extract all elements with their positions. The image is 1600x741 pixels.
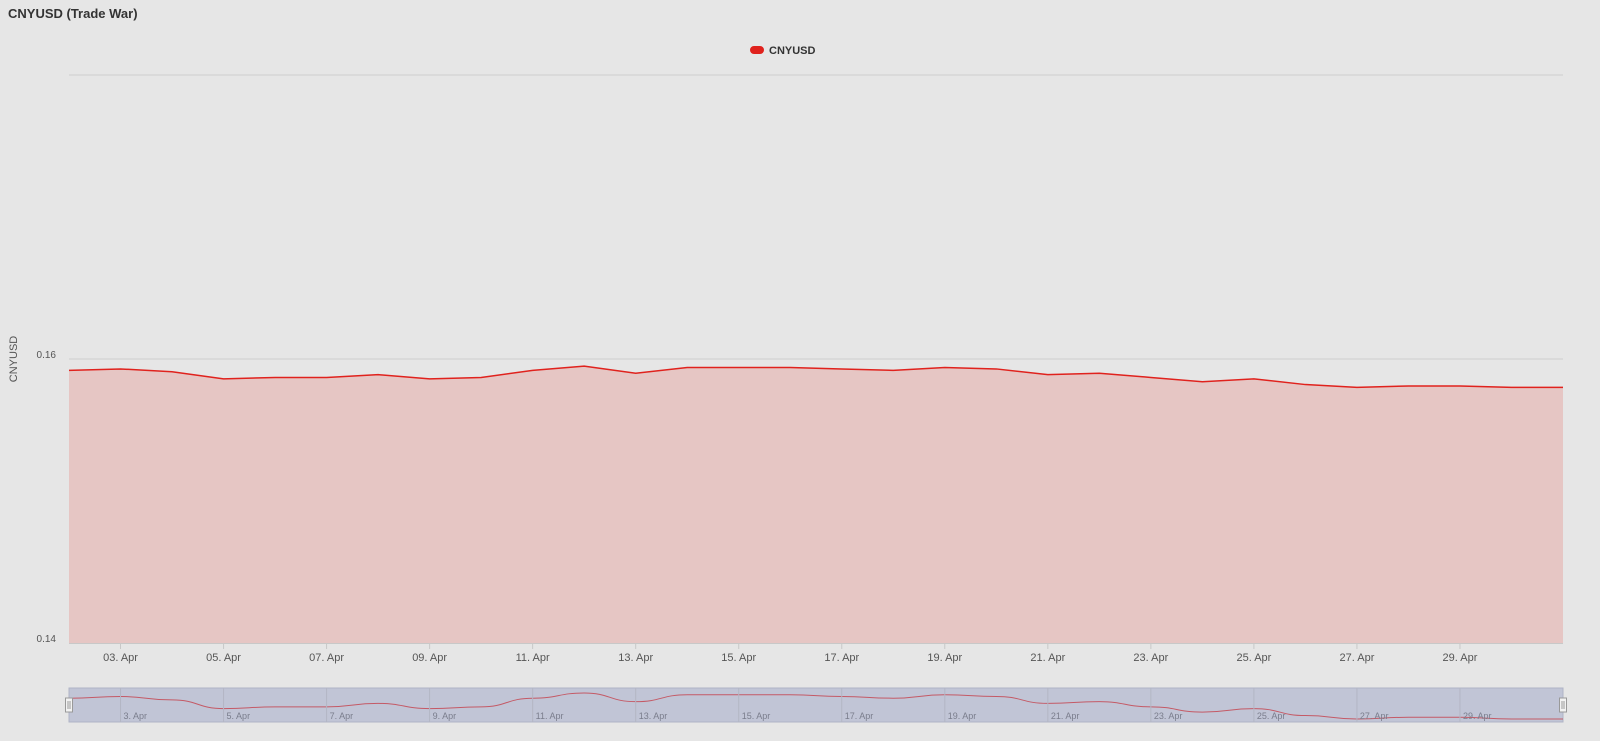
data-point[interactable]	[633, 370, 639, 376]
data-point[interactable]	[684, 365, 690, 371]
chart-title: CNYUSD (Trade War)	[8, 6, 138, 21]
navigator-tick-label: 5. Apr	[227, 711, 251, 721]
navigator-tick-label: 3. Apr	[124, 711, 148, 721]
x-tick-label: 21. Apr	[1030, 652, 1065, 664]
legend-symbol[interactable]	[750, 46, 764, 54]
y-tick-label: 0.14	[37, 634, 57, 645]
data-point[interactable]	[1508, 384, 1514, 390]
y-axis-title: CNYUSD	[8, 336, 20, 383]
navigator-tick-label: 27. Apr	[1360, 711, 1389, 721]
data-point[interactable]	[66, 367, 72, 373]
data-point[interactable]	[375, 372, 381, 378]
navigator-tick-label: 15. Apr	[742, 711, 771, 721]
data-point[interactable]	[942, 365, 948, 371]
navigator-tick-label: 25. Apr	[1257, 711, 1286, 721]
data-point[interactable]	[1457, 383, 1463, 389]
data-point[interactable]	[530, 367, 536, 373]
data-point[interactable]	[1302, 382, 1308, 388]
data-point[interactable]	[839, 366, 845, 372]
navigator-tick-label: 13. Apr	[639, 711, 668, 721]
data-point[interactable]	[1251, 376, 1257, 382]
navigator-series-line	[68, 692, 1563, 720]
x-tick-label: 17. Apr	[824, 652, 859, 664]
x-tick-label: 29. Apr	[1443, 652, 1478, 664]
x-tick-label: 27. Apr	[1340, 652, 1375, 664]
data-point[interactable]	[324, 374, 330, 380]
navigator-handle-right[interactable]	[1559, 697, 1567, 713]
x-tick-label: 03. Apr	[103, 652, 138, 664]
x-tick-label: 19. Apr	[927, 652, 962, 664]
x-tick-label: 23. Apr	[1133, 652, 1168, 664]
data-point[interactable]	[427, 376, 433, 382]
x-tick-label: 15. Apr	[721, 652, 756, 664]
data-point[interactable]	[118, 366, 124, 372]
data-point[interactable]	[1354, 384, 1360, 390]
x-tick-label: 07. Apr	[309, 652, 344, 664]
y-tick-label: 0.16	[37, 350, 57, 361]
data-point[interactable]	[1096, 370, 1102, 376]
data-point[interactable]	[169, 369, 175, 375]
navigator-tick-label: 9. Apr	[433, 711, 457, 721]
data-point[interactable]	[272, 374, 278, 380]
x-tick-label: 13. Apr	[618, 652, 653, 664]
data-point[interactable]	[221, 376, 227, 382]
navigator-tick-label: 7. Apr	[330, 711, 354, 721]
x-tick-label: 25. Apr	[1236, 652, 1271, 664]
navigator-tick-label: 29. Apr	[1463, 711, 1492, 721]
data-point[interactable]	[1148, 374, 1154, 380]
navigator-tick-label: 23. Apr	[1154, 711, 1183, 721]
x-tick-label: 05. Apr	[206, 652, 241, 664]
data-point[interactable]	[478, 374, 484, 380]
x-tick-label: 11. Apr	[516, 652, 550, 664]
navigator-tick-label: 17. Apr	[845, 711, 874, 721]
navigator-tick-label: 19. Apr	[948, 711, 977, 721]
data-point[interactable]	[787, 365, 793, 371]
data-point[interactable]	[736, 365, 742, 371]
data-point[interactable]	[993, 366, 999, 372]
data-point[interactable]	[1560, 384, 1566, 390]
data-point[interactable]	[581, 363, 587, 369]
navigator-tick-label: 21. Apr	[1051, 711, 1080, 721]
data-point[interactable]	[1045, 372, 1051, 378]
navigator-tick-label: 11. Apr	[536, 711, 564, 721]
legend-label[interactable]: CNYUSD	[769, 45, 816, 57]
data-point[interactable]	[890, 367, 896, 373]
x-tick-label: 09. Apr	[412, 652, 447, 664]
series-line[interactable]	[68, 365, 1563, 389]
series-area	[69, 366, 1563, 643]
navigator-handle-left[interactable]	[65, 697, 73, 713]
navigator-mask[interactable]	[68, 687, 1564, 723]
data-point[interactable]	[1405, 383, 1411, 389]
data-point[interactable]	[1199, 379, 1205, 385]
